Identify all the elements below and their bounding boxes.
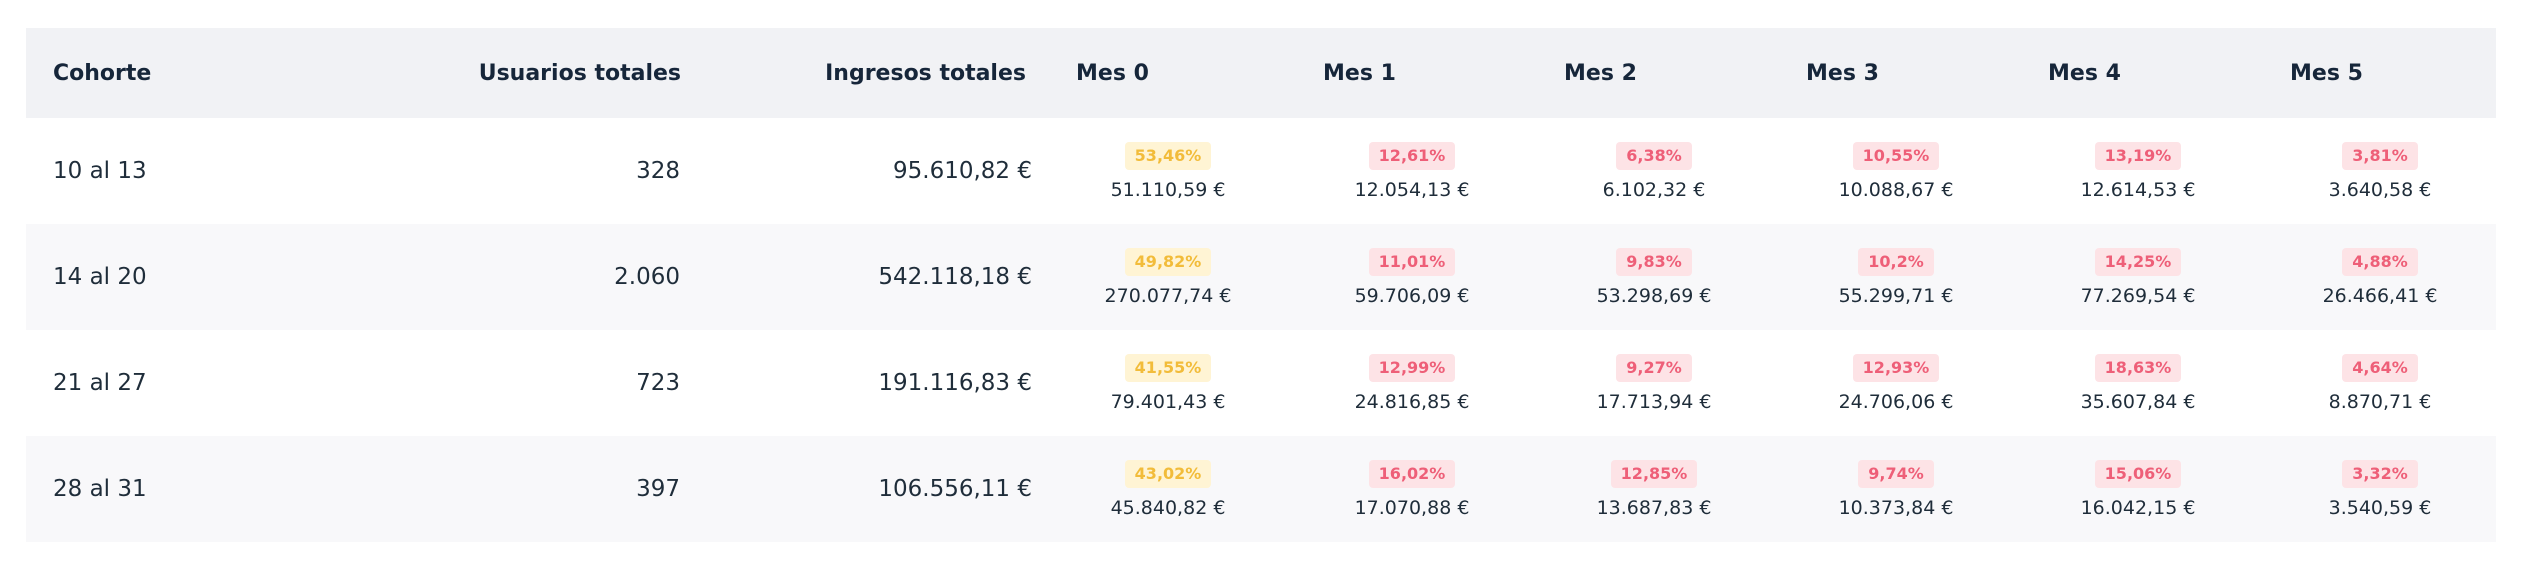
month-cell: 3,32% 3.540,59 € xyxy=(2305,436,2455,542)
cohort-label: 10 al 13 xyxy=(53,158,147,184)
month-amount: 270.077,74 € xyxy=(1104,284,1232,307)
retention-badge: 9,74% xyxy=(1858,459,1934,488)
month-amount: 12.614,53 € xyxy=(2080,178,2196,201)
cohort-table: Cohorte Usuarios totales Ingresos totale… xyxy=(26,28,2496,542)
month-cell: 15,06% 16.042,15 € xyxy=(2063,436,2213,542)
retention-badge: 12,61% xyxy=(1368,141,1456,170)
retention-badge: 10,55% xyxy=(1852,141,1940,170)
column-header-income[interactable]: Ingresos totales xyxy=(825,60,1026,86)
total-users: 2.060 xyxy=(614,264,680,290)
retention-badge: 4,64% xyxy=(2342,353,2418,382)
month-cell: 4,88% 26.466,41 € xyxy=(2305,224,2455,330)
month-amount: 24.706,06 € xyxy=(1838,390,1954,413)
retention-badge: 18,63% xyxy=(2094,353,2182,382)
total-income: 542.118,18 € xyxy=(878,264,1032,290)
month-cell: 12,99% 24.816,85 € xyxy=(1337,330,1487,436)
month-amount: 16.042,15 € xyxy=(2080,496,2196,519)
column-header-month-5[interactable]: Mes 5 xyxy=(2290,60,2363,86)
month-cell: 9,74% 10.373,84 € xyxy=(1821,436,1971,542)
retention-badge: 3,81% xyxy=(2342,141,2418,170)
retention-badge: 14,25% xyxy=(2094,247,2182,276)
retention-badge: 10,2% xyxy=(1858,247,1934,276)
month-amount: 79.401,43 € xyxy=(1110,390,1226,413)
column-header-month-2[interactable]: Mes 2 xyxy=(1564,60,1637,86)
retention-badge: 6,38% xyxy=(1616,141,1692,170)
retention-badge: 9,27% xyxy=(1616,353,1692,382)
month-cell: 12,85% 13.687,83 € xyxy=(1579,436,1729,542)
retention-badge: 12,99% xyxy=(1368,353,1456,382)
table-header: Cohorte Usuarios totales Ingresos totale… xyxy=(26,28,2496,118)
retention-badge: 13,19% xyxy=(2094,141,2182,170)
column-header-month-4[interactable]: Mes 4 xyxy=(2048,60,2121,86)
column-header-month-1[interactable]: Mes 1 xyxy=(1323,60,1396,86)
month-cell: 13,19% 12.614,53 € xyxy=(2063,118,2213,224)
month-cell: 4,64% 8.870,71 € xyxy=(2305,330,2455,436)
table-row[interactable]: 14 al 20 2.060 542.118,18 € 49,82% 270.07… xyxy=(26,224,2496,330)
month-cell: 12,93% 24.706,06 € xyxy=(1821,330,1971,436)
month-cell: 49,82% 270.077,74 € xyxy=(1093,224,1243,330)
month-cell: 53,46% 51.110,59 € xyxy=(1093,118,1243,224)
month-amount: 13.687,83 € xyxy=(1596,496,1712,519)
month-amount: 17.070,88 € xyxy=(1354,496,1470,519)
month-amount: 6.102,32 € xyxy=(1602,178,1706,201)
month-amount: 3.540,59 € xyxy=(2328,496,2432,519)
month-amount: 53.298,69 € xyxy=(1596,284,1712,307)
total-income: 191.116,83 € xyxy=(878,370,1032,396)
month-amount: 10.088,67 € xyxy=(1838,178,1954,201)
month-amount: 45.840,82 € xyxy=(1110,496,1226,519)
column-header-cohort[interactable]: Cohorte xyxy=(53,60,152,86)
total-users: 328 xyxy=(636,158,680,184)
month-amount: 51.110,59 € xyxy=(1110,178,1226,201)
month-cell: 10,2% 55.299,71 € xyxy=(1821,224,1971,330)
total-users: 397 xyxy=(636,476,680,502)
month-amount: 12.054,13 € xyxy=(1354,178,1470,201)
retention-badge: 53,46% xyxy=(1124,141,1212,170)
column-header-month-0[interactable]: Mes 0 xyxy=(1076,60,1149,86)
month-amount: 24.816,85 € xyxy=(1354,390,1470,413)
retention-badge: 43,02% xyxy=(1124,459,1212,488)
retention-badge: 16,02% xyxy=(1368,459,1456,488)
retention-badge: 41,55% xyxy=(1124,353,1212,382)
month-cell: 3,81% 3.640,58 € xyxy=(2305,118,2455,224)
month-cell: 14,25% 77.269,54 € xyxy=(2063,224,2213,330)
month-amount: 26.466,41 € xyxy=(2322,284,2438,307)
month-amount: 35.607,84 € xyxy=(2080,390,2196,413)
month-amount: 17.713,94 € xyxy=(1596,390,1712,413)
month-amount: 77.269,54 € xyxy=(2080,284,2196,307)
retention-badge: 3,32% xyxy=(2342,459,2418,488)
month-cell: 11,01% 59.706,09 € xyxy=(1337,224,1487,330)
total-income: 95.610,82 € xyxy=(893,158,1032,184)
month-cell: 12,61% 12.054,13 € xyxy=(1337,118,1487,224)
retention-badge: 11,01% xyxy=(1368,247,1456,276)
month-cell: 10,55% 10.088,67 € xyxy=(1821,118,1971,224)
total-income: 106.556,11 € xyxy=(878,476,1032,502)
month-amount: 8.870,71 € xyxy=(2328,390,2432,413)
month-cell: 18,63% 35.607,84 € xyxy=(2063,330,2213,436)
month-cell: 9,27% 17.713,94 € xyxy=(1579,330,1729,436)
column-header-month-3[interactable]: Mes 3 xyxy=(1806,60,1879,86)
column-header-users[interactable]: Usuarios totales xyxy=(478,60,681,86)
month-amount: 55.299,71 € xyxy=(1838,284,1954,307)
cohort-label: 28 al 31 xyxy=(53,476,147,502)
table-row[interactable]: 28 al 31 397 106.556,11 € 43,02% 45.840,8… xyxy=(26,436,2496,542)
month-cell: 6,38% 6.102,32 € xyxy=(1579,118,1729,224)
month-cell: 43,02% 45.840,82 € xyxy=(1093,436,1243,542)
total-users: 723 xyxy=(636,370,680,396)
month-amount: 3.640,58 € xyxy=(2328,178,2432,201)
month-amount: 59.706,09 € xyxy=(1354,284,1470,307)
cohort-label: 21 al 27 xyxy=(53,370,147,396)
month-cell: 9,83% 53.298,69 € xyxy=(1579,224,1729,330)
retention-badge: 49,82% xyxy=(1124,247,1212,276)
table-row[interactable]: 10 al 13 328 95.610,82 € 53,46% 51.110,59… xyxy=(26,118,2496,224)
retention-badge: 4,88% xyxy=(2342,247,2418,276)
retention-badge: 15,06% xyxy=(2094,459,2182,488)
table-row[interactable]: 21 al 27 723 191.116,83 € 41,55% 79.401,4… xyxy=(26,330,2496,436)
retention-badge: 12,93% xyxy=(1852,353,1940,382)
cohort-label: 14 al 20 xyxy=(53,264,147,290)
retention-badge: 12,85% xyxy=(1610,459,1698,488)
month-cell: 41,55% 79.401,43 € xyxy=(1093,330,1243,436)
month-cell: 16,02% 17.070,88 € xyxy=(1337,436,1487,542)
month-amount: 10.373,84 € xyxy=(1838,496,1954,519)
retention-badge: 9,83% xyxy=(1616,247,1692,276)
